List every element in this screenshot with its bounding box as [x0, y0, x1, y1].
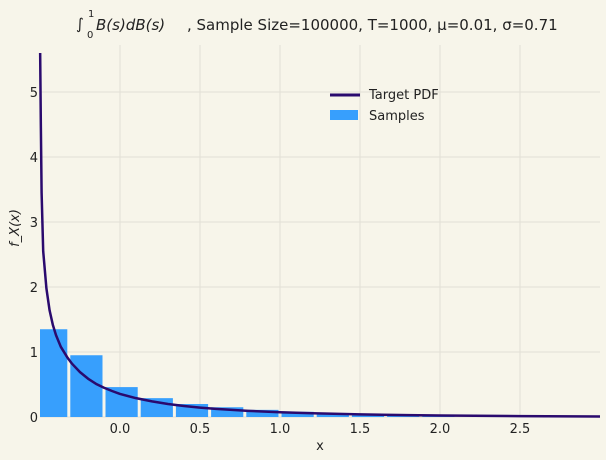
y-tick-label: 3	[30, 216, 38, 231]
legend-label-target-pdf: Target PDF	[368, 88, 439, 103]
histogram-bar	[246, 409, 279, 417]
x-tick-label: 0.0	[110, 422, 131, 437]
histogram-bar	[105, 387, 138, 417]
title-lower-limit: 0	[87, 30, 93, 41]
histogram-bar	[281, 411, 314, 417]
legend-bar-swatch	[330, 110, 358, 120]
x-tick-label: 1.0	[270, 422, 291, 437]
y-tick-label: 2	[30, 281, 38, 296]
y-tick-label: 1	[30, 346, 38, 361]
title-integral: ∫	[76, 15, 84, 33]
x-axis-label: x	[316, 439, 324, 454]
x-tick-labels: 0.0 0.5 1.0 1.5 2.0 2.5	[110, 422, 531, 437]
title-upper-limit: 1	[88, 9, 94, 20]
histogram-bar	[40, 329, 68, 417]
x-tick-label: 0.5	[190, 422, 211, 437]
y-tick-label: 5	[30, 86, 38, 101]
pdf-line	[38, 52, 601, 418]
histogram-bar	[70, 355, 103, 417]
title-integrand: B(s)dB(s)	[96, 16, 165, 34]
y-axis-label: f_X(x)	[8, 209, 23, 247]
x-tick-label: 2.5	[510, 422, 531, 437]
chart-title: ∫ 1 0 B(s)dB(s) , Sample Size=100000, T=…	[76, 9, 558, 41]
title-rest: , Sample Size=100000, T=1000, μ=0.01, σ=…	[187, 16, 558, 34]
y-tick-label: 4	[30, 151, 38, 166]
grid	[40, 45, 600, 418]
y-tick-label: 0	[30, 411, 38, 426]
histogram-bar	[316, 413, 349, 417]
x-tick-label: 1.5	[350, 422, 371, 437]
legend: Target PDF Samples	[330, 88, 439, 124]
y-tick-labels: 0 1 2 3 4 5	[30, 86, 38, 426]
histogram-bar	[211, 407, 244, 417]
x-tick-label: 2.0	[430, 422, 451, 437]
pdf-line-layer	[38, 52, 601, 418]
legend-label-samples: Samples	[369, 109, 425, 124]
